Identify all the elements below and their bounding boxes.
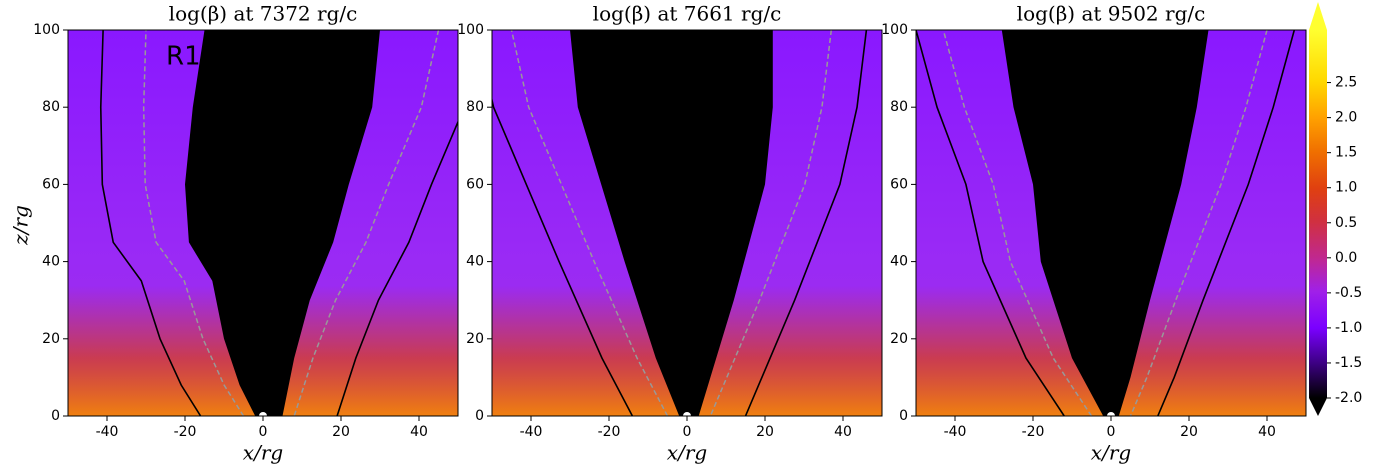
plot-area	[916, 30, 1306, 416]
colorbar-tick-label: 2.0	[1335, 110, 1357, 126]
contour-dashed	[510, 30, 669, 416]
jet-funnel	[570, 30, 773, 416]
x-tick-label: 40	[1258, 424, 1276, 440]
x-tick-label: 20	[1180, 424, 1198, 440]
x-tick-label: 0	[259, 424, 268, 440]
x-tick-label: 40	[834, 424, 852, 440]
y-axis-label: z/rg	[9, 205, 33, 246]
colorbar-extend-max	[1309, 2, 1327, 30]
x-axis-label: x/rg	[667, 441, 707, 465]
y-tick-label: 100	[33, 22, 60, 38]
y-tick-label: 0	[475, 408, 484, 424]
y-tick-label: 80	[42, 99, 60, 115]
y-tick-label: 80	[466, 99, 484, 115]
panel-title: log(β) at 7661 rg/c	[593, 2, 782, 26]
colorbar-tick-label: 1.0	[1335, 180, 1357, 196]
x-tick-label: 0	[1107, 424, 1116, 440]
contour	[916, 30, 1065, 416]
x-tick-label: -40	[520, 424, 543, 440]
contour	[744, 30, 868, 416]
annotation: R3	[590, 42, 625, 72]
contour-dashed	[709, 30, 833, 416]
jet-funnel	[185, 30, 380, 416]
contour	[492, 96, 634, 416]
colorbar-tick-label: 2.5	[1335, 75, 1357, 91]
x-tick-label: 20	[756, 424, 774, 440]
y-tick-label: 80	[890, 99, 908, 115]
x-tick-label: -20	[1022, 424, 1045, 440]
y-tick-label: 20	[890, 331, 908, 347]
colorbar-tick-label: 1.5	[1335, 145, 1357, 161]
colorbar-tick-label: 0.5	[1335, 215, 1357, 231]
y-tick-label: 60	[890, 176, 908, 192]
colorbar	[1309, 30, 1327, 398]
x-tick-label: -20	[598, 424, 621, 440]
x-tick-label: 20	[332, 424, 350, 440]
colorbar-tick-label: 0.0	[1335, 250, 1357, 266]
annotation: R5	[1014, 42, 1049, 72]
contour	[336, 119, 458, 416]
contour-dashed	[293, 30, 440, 416]
colorbar-extend-min	[1309, 398, 1327, 416]
contour-dashed	[1129, 30, 1268, 416]
colorbar-tick-label: -1.0	[1335, 320, 1362, 336]
contour-dashed	[142, 30, 245, 416]
y-tick-label: 40	[466, 254, 484, 270]
x-tick-label: 0	[683, 424, 692, 440]
contour-dashed	[942, 30, 1093, 416]
jet-funnel	[1001, 30, 1209, 416]
y-tick-label: 100	[881, 22, 908, 38]
x-axis-label: x/rg	[1091, 441, 1131, 465]
y-tick-label: 60	[42, 176, 60, 192]
y-tick-label: 40	[890, 254, 908, 270]
y-tick-label: 0	[51, 408, 60, 424]
x-tick-label: -20	[174, 424, 197, 440]
y-tick-label: 100	[457, 22, 484, 38]
plot-area	[68, 30, 458, 416]
y-tick-label: 60	[466, 176, 484, 192]
colorbar-tick-label: -0.5	[1335, 285, 1362, 301]
y-tick-label: 40	[42, 254, 60, 270]
panel-title: log(β) at 7372 rg/c	[169, 2, 358, 26]
colorbar-tick-label: -2.0	[1335, 390, 1362, 406]
x-tick-label: -40	[944, 424, 967, 440]
x-axis-label: x/rg	[243, 441, 283, 465]
colorbar-tick-label: -1.5	[1335, 355, 1362, 371]
contour	[99, 30, 202, 416]
y-tick-label: 0	[899, 408, 908, 424]
x-tick-label: -40	[96, 424, 119, 440]
y-tick-label: 20	[466, 331, 484, 347]
annotation: R1	[166, 42, 201, 72]
y-tick-label: 20	[42, 331, 60, 347]
panel-title: log(β) at 9502 rg/c	[1017, 2, 1206, 26]
plot-area	[492, 30, 882, 416]
x-tick-label: 40	[410, 424, 428, 440]
contour	[1157, 30, 1296, 416]
